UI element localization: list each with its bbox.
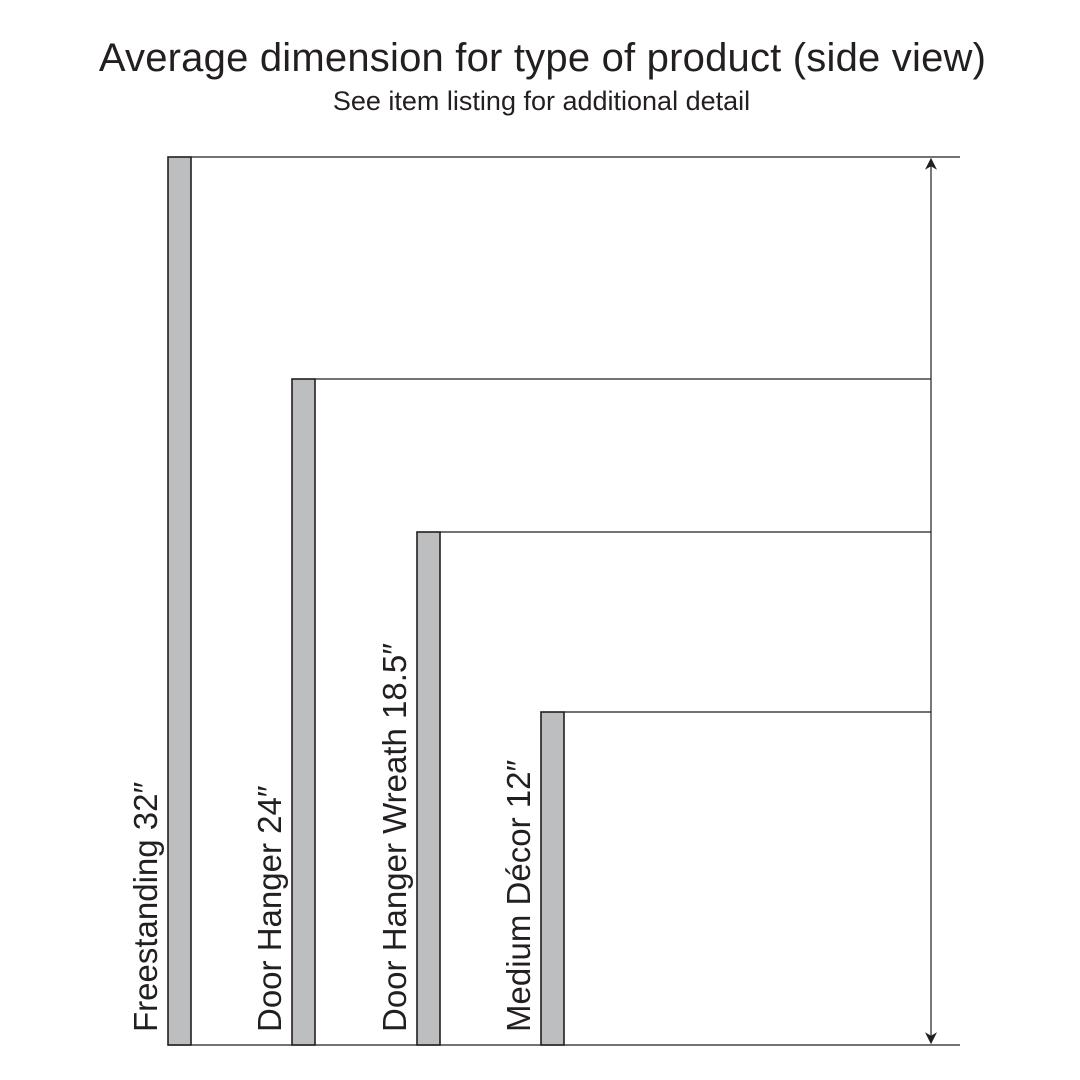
product-label: Door Hanger 24″ <box>251 785 288 1032</box>
product-door-hanger: Door Hanger 24″ <box>251 378 931 1046</box>
product-freestanding: Freestanding 32″ <box>127 156 960 1046</box>
diagram-subtitle: See item listing for additional detail <box>332 86 751 116</box>
product-label: Freestanding 32″ <box>127 782 164 1032</box>
product-label: Door Hanger Wreath 18.5″ <box>376 643 413 1032</box>
product-medium-decor: Medium Décor 12″ <box>500 711 931 1046</box>
product-bar <box>291 378 316 1046</box>
product-label: Medium Décor 12″ <box>500 760 537 1032</box>
product-bar <box>540 711 565 1046</box>
product-door-hanger-wreath: Door Hanger Wreath 18.5″ <box>376 531 931 1046</box>
diagram-title: Average dimension for type of product (s… <box>98 36 987 80</box>
product-bar <box>416 531 441 1046</box>
product-bar <box>167 156 192 1046</box>
